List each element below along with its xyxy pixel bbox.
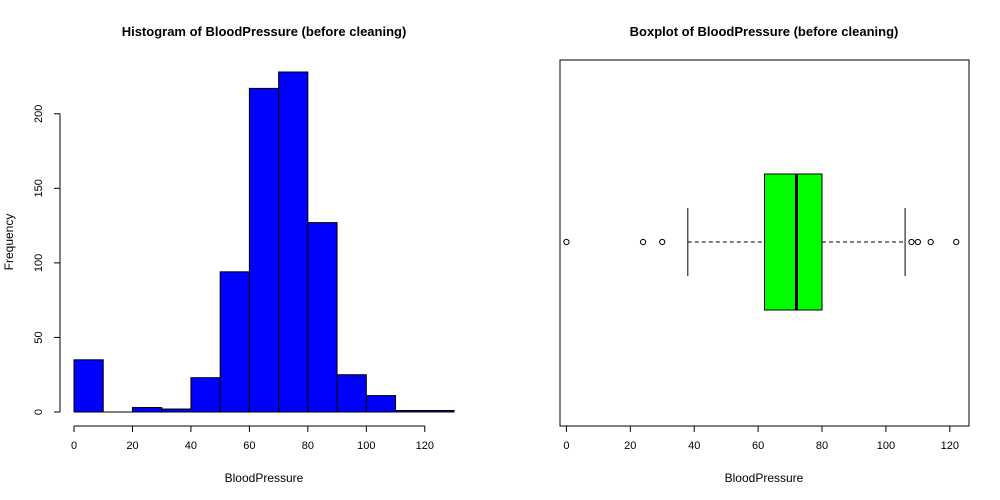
boxplot-x-tick-label: 120 xyxy=(941,440,959,452)
histogram-x-axis-label: BloodPressure xyxy=(225,471,304,485)
histogram-x-tick-label: 60 xyxy=(243,440,255,452)
boxplot-plot-frame xyxy=(559,59,970,427)
histogram-bar xyxy=(336,374,367,413)
boxplot-x-tick-label: 60 xyxy=(752,440,764,452)
boxplot-x-tick-label: 80 xyxy=(816,440,828,452)
histogram-y-axis-label: Frequency xyxy=(2,214,16,271)
boxplot-outlier-point xyxy=(914,238,921,246)
histogram-x-tick-label: 0 xyxy=(71,440,77,452)
histogram-y-tick-label: 0 xyxy=(33,409,45,415)
boxplot-outlier-point xyxy=(953,238,960,246)
histogram-bar xyxy=(424,410,455,413)
boxplot-outlier-point xyxy=(927,238,934,246)
histogram-y-tick-label: 200 xyxy=(33,105,45,123)
histogram-bar xyxy=(190,377,221,413)
boxplot-x-tick-label: 20 xyxy=(624,440,636,452)
histogram-x-tick-label: 20 xyxy=(126,440,138,452)
histogram-y-tick-label: 150 xyxy=(33,179,45,197)
boxplot-outlier-point xyxy=(563,238,570,246)
histogram-bar xyxy=(73,359,104,413)
boxplot-outlier-point xyxy=(908,238,915,246)
boxplot-x-axis: 0 20 40 60 80 100 120 xyxy=(563,426,959,452)
histogram-x-tick-label: 120 xyxy=(416,440,434,452)
histogram-bar xyxy=(131,407,163,413)
histogram-x-tick-label: 100 xyxy=(357,440,375,452)
boxplot-title: Boxplot of BloodPressure (before cleanin… xyxy=(630,24,899,39)
boxplot-outlier-point xyxy=(639,238,647,246)
histogram-bar xyxy=(395,410,426,413)
histogram-title: Histogram of BloodPressure (before clean… xyxy=(122,24,407,39)
boxplot-x-tick-label: 0 xyxy=(563,440,569,452)
boxplot-x-axis-label: BloodPressure xyxy=(725,471,804,485)
boxplot-content xyxy=(563,173,960,311)
boxplot-chart: Boxplot of BloodPressure (before cleanin… xyxy=(559,24,970,485)
histogram-x-tick-label: 80 xyxy=(302,440,314,452)
histogram-y-axis: 0 50 100 150 200 xyxy=(33,105,61,415)
boxplot-outlier-point xyxy=(659,238,666,246)
histogram-chart: Histogram of BloodPressure (before clean… xyxy=(2,24,455,485)
boxplot-x-tick-label: 100 xyxy=(877,440,895,452)
histogram-bar xyxy=(278,71,309,413)
histogram-y-tick-label: 100 xyxy=(33,254,45,272)
boxplot-x-tick-label: 40 xyxy=(688,440,700,452)
histogram-bar xyxy=(219,271,250,413)
histogram-bar xyxy=(365,395,397,413)
boxplot-box xyxy=(764,173,823,311)
histogram-bar xyxy=(307,222,338,413)
histogram-x-axis: 0 20 40 60 80 100 120 xyxy=(71,425,434,452)
histogram-bar xyxy=(248,87,280,413)
histogram-x-tick-label: 40 xyxy=(185,440,197,452)
histogram-bars xyxy=(73,71,455,413)
histogram-bar xyxy=(161,408,192,413)
histogram-y-tick-label: 50 xyxy=(33,331,45,343)
